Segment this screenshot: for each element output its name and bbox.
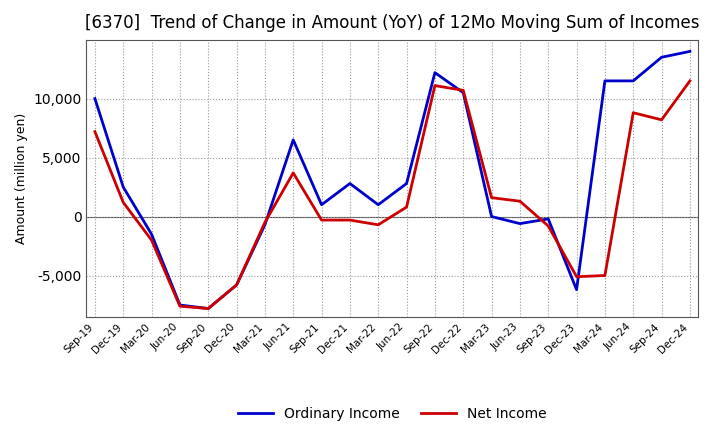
Net Income xyxy=(431,83,439,88)
Ordinary Income xyxy=(516,221,524,226)
Legend: Ordinary Income, Net Income: Ordinary Income, Net Income xyxy=(233,401,552,426)
Ordinary Income xyxy=(233,282,241,288)
Net Income xyxy=(459,88,467,93)
Net Income xyxy=(233,282,241,288)
Net Income xyxy=(176,304,184,309)
Ordinary Income xyxy=(431,70,439,75)
Ordinary Income xyxy=(657,55,666,60)
Net Income xyxy=(204,306,212,311)
Ordinary Income xyxy=(119,184,127,190)
Ordinary Income xyxy=(600,78,609,84)
Net Income xyxy=(119,200,127,205)
Line: Ordinary Income: Ordinary Income xyxy=(95,51,690,308)
Net Income xyxy=(685,78,694,84)
Ordinary Income xyxy=(629,78,637,84)
Net Income xyxy=(148,238,156,243)
Ordinary Income xyxy=(685,49,694,54)
Ordinary Income xyxy=(91,96,99,101)
Net Income xyxy=(402,205,411,210)
Title: [6370]  Trend of Change in Amount (YoY) of 12Mo Moving Sum of Incomes: [6370] Trend of Change in Amount (YoY) o… xyxy=(85,15,700,33)
Net Income xyxy=(374,222,382,227)
Ordinary Income xyxy=(176,302,184,308)
Y-axis label: Amount (million yen): Amount (million yen) xyxy=(14,113,28,244)
Ordinary Income xyxy=(204,306,212,311)
Ordinary Income xyxy=(402,181,411,186)
Net Income xyxy=(487,195,496,200)
Ordinary Income xyxy=(544,216,552,221)
Ordinary Income xyxy=(148,231,156,237)
Net Income xyxy=(261,220,269,225)
Net Income xyxy=(600,273,609,278)
Net Income xyxy=(289,170,297,176)
Ordinary Income xyxy=(318,202,326,207)
Net Income xyxy=(629,110,637,115)
Ordinary Income xyxy=(487,214,496,219)
Ordinary Income xyxy=(459,90,467,95)
Net Income xyxy=(318,217,326,223)
Net Income xyxy=(91,129,99,134)
Ordinary Income xyxy=(572,287,581,292)
Ordinary Income xyxy=(346,181,354,186)
Net Income xyxy=(346,217,354,223)
Ordinary Income xyxy=(374,202,382,207)
Ordinary Income xyxy=(261,222,269,227)
Ordinary Income xyxy=(289,137,297,143)
Net Income xyxy=(516,198,524,204)
Net Income xyxy=(657,117,666,122)
Net Income xyxy=(544,224,552,229)
Net Income xyxy=(572,274,581,279)
Line: Net Income: Net Income xyxy=(95,81,690,308)
